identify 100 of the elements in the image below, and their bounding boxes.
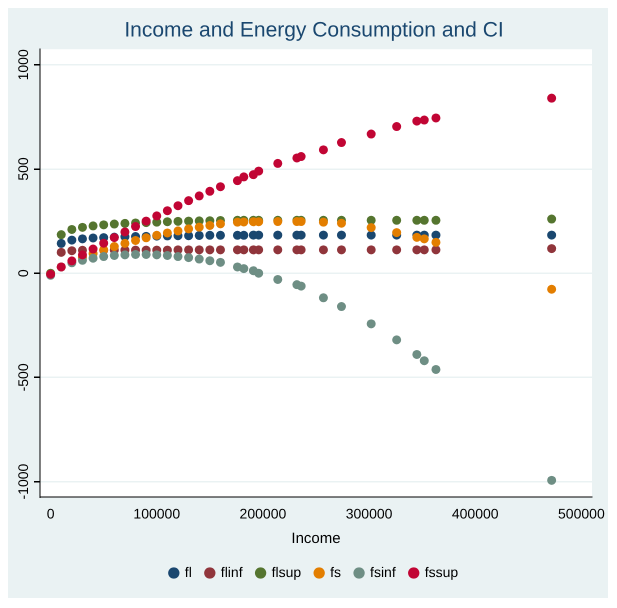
point	[67, 224, 76, 234]
point	[152, 211, 162, 220]
legend-label: flinf	[220, 564, 243, 580]
point	[547, 284, 556, 294]
point	[194, 191, 204, 200]
point	[131, 250, 140, 259]
point	[547, 244, 556, 254]
point	[366, 230, 376, 240]
point	[110, 242, 119, 252]
point	[392, 228, 402, 238]
point	[99, 220, 108, 230]
point	[318, 145, 328, 154]
point	[366, 319, 376, 328]
point	[431, 364, 440, 374]
point	[110, 220, 119, 229]
point	[162, 217, 172, 226]
point	[412, 116, 422, 126]
point	[78, 234, 87, 244]
point	[366, 245, 376, 254]
point	[420, 234, 429, 244]
point	[336, 230, 346, 240]
y-tick-label: 0	[14, 269, 31, 278]
point	[152, 250, 162, 260]
point	[162, 250, 172, 260]
point	[392, 335, 402, 344]
point	[184, 216, 194, 226]
point	[184, 196, 194, 206]
point	[232, 176, 242, 186]
point	[431, 113, 440, 122]
point	[431, 245, 440, 254]
point	[88, 244, 98, 254]
point	[205, 245, 214, 254]
point	[216, 245, 225, 254]
point	[392, 216, 402, 225]
point	[194, 222, 204, 232]
x-tick-label: 100000	[133, 505, 180, 522]
point	[120, 218, 130, 228]
point	[216, 219, 225, 228]
point	[120, 250, 130, 260]
point	[120, 227, 130, 236]
point	[99, 238, 108, 248]
point	[194, 230, 204, 240]
point	[216, 230, 225, 240]
x-tick-label: 300000	[346, 505, 393, 522]
point	[194, 245, 204, 254]
point	[78, 250, 87, 260]
point	[273, 230, 282, 240]
point	[392, 122, 402, 132]
point	[254, 166, 264, 176]
point	[547, 230, 556, 240]
point	[120, 238, 130, 248]
legend-label: fl	[184, 564, 192, 580]
point	[239, 172, 248, 182]
point	[173, 216, 182, 226]
point	[173, 252, 182, 262]
point	[56, 230, 66, 240]
point	[56, 248, 66, 257]
point	[366, 223, 376, 232]
point	[205, 256, 214, 266]
point	[173, 201, 182, 210]
point	[431, 216, 440, 225]
point	[273, 245, 282, 254]
y-tick-label: 1000	[14, 49, 31, 80]
point	[420, 356, 429, 366]
point	[88, 254, 98, 263]
point	[162, 206, 172, 216]
point	[184, 253, 194, 262]
point	[318, 245, 328, 254]
point	[547, 94, 556, 103]
point	[216, 182, 225, 192]
point	[239, 264, 248, 274]
point	[67, 246, 76, 256]
point	[318, 230, 328, 240]
point	[131, 236, 140, 245]
point	[194, 254, 204, 264]
point	[420, 216, 429, 225]
point	[273, 158, 282, 168]
point	[336, 302, 346, 312]
point	[412, 350, 422, 359]
legend-label: fsinf	[370, 564, 396, 580]
legend-label: fs	[330, 564, 342, 580]
point	[88, 221, 98, 230]
x-tick-label: 0	[46, 505, 55, 522]
point	[142, 250, 151, 259]
legend-label: flsup	[272, 564, 302, 580]
point	[318, 293, 328, 302]
point	[366, 130, 376, 139]
point	[296, 282, 306, 291]
point	[420, 116, 429, 125]
point	[392, 245, 402, 254]
point	[67, 236, 76, 245]
point	[173, 226, 182, 236]
legend-label: fssup	[424, 564, 458, 580]
x-tick-label: 200000	[240, 505, 286, 522]
point	[420, 245, 429, 254]
point	[412, 245, 422, 254]
x-tick-label: 400000	[452, 505, 499, 522]
point	[336, 218, 346, 228]
point	[205, 230, 214, 240]
point	[110, 250, 119, 260]
